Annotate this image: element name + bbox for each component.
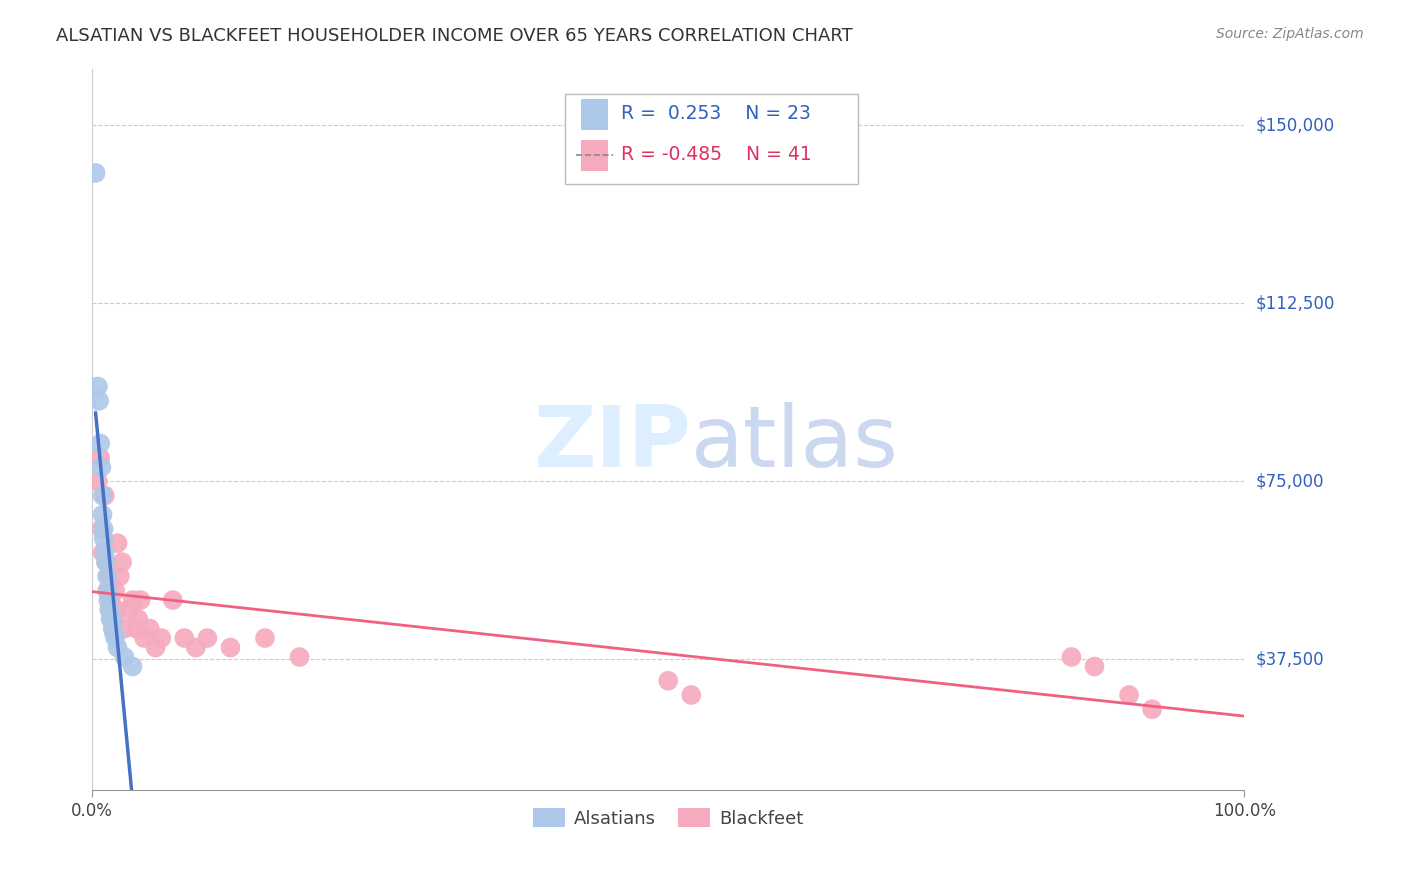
FancyBboxPatch shape: [565, 94, 858, 184]
Point: [681, 688, 703, 702]
Point: [219, 640, 242, 655]
Point: [93, 532, 115, 546]
Point: [108, 569, 131, 583]
Point: [101, 622, 124, 636]
Point: [253, 631, 276, 645]
Point: [145, 640, 167, 655]
Text: atlas: atlas: [692, 402, 900, 485]
Text: $75,000: $75,000: [1256, 473, 1324, 491]
Text: ZIP: ZIP: [533, 402, 692, 485]
Point: [103, 626, 125, 640]
Point: [150, 631, 173, 645]
Point: [98, 602, 121, 616]
Point: [87, 393, 110, 408]
Point: [1140, 702, 1163, 716]
Point: [288, 650, 311, 665]
Point: [184, 640, 207, 655]
Point: [96, 583, 118, 598]
Point: [105, 602, 128, 616]
Text: R = -0.485    N = 41: R = -0.485 N = 41: [621, 145, 811, 164]
Point: [121, 593, 143, 607]
Point: [84, 166, 107, 180]
Point: [96, 569, 118, 583]
Point: [94, 555, 117, 569]
Point: [121, 659, 143, 673]
Point: [657, 673, 679, 688]
Point: [87, 379, 110, 393]
Point: [100, 612, 122, 626]
Text: $150,000: $150,000: [1256, 117, 1334, 135]
Point: [97, 569, 120, 583]
Point: [94, 555, 117, 569]
Point: [89, 436, 111, 450]
Point: [114, 650, 136, 665]
FancyBboxPatch shape: [581, 140, 609, 171]
Point: [90, 522, 112, 536]
Text: R =  0.253    N = 23: R = 0.253 N = 23: [621, 103, 811, 123]
Legend: Alsatians, Blackfeet: Alsatians, Blackfeet: [526, 801, 811, 835]
Point: [100, 593, 122, 607]
Point: [104, 631, 127, 645]
Point: [114, 622, 136, 636]
Point: [91, 508, 114, 522]
Text: $112,500: $112,500: [1256, 294, 1334, 312]
Point: [107, 536, 129, 550]
Point: [101, 622, 124, 636]
Text: $37,500: $37,500: [1256, 650, 1324, 668]
Point: [173, 631, 195, 645]
Point: [118, 602, 141, 616]
Point: [89, 450, 111, 465]
Point: [129, 593, 152, 607]
Point: [100, 612, 122, 626]
Point: [100, 612, 122, 626]
Point: [1083, 659, 1105, 673]
Point: [139, 622, 162, 636]
Point: [111, 555, 134, 569]
Point: [98, 602, 121, 616]
FancyBboxPatch shape: [581, 98, 609, 130]
Point: [104, 583, 127, 598]
Text: Source: ZipAtlas.com: Source: ZipAtlas.com: [1216, 27, 1364, 41]
Point: [93, 522, 115, 536]
Point: [94, 546, 117, 560]
Text: ALSATIAN VS BLACKFEET HOUSEHOLDER INCOME OVER 65 YEARS CORRELATION CHART: ALSATIAN VS BLACKFEET HOUSEHOLDER INCOME…: [56, 27, 853, 45]
Point: [107, 640, 129, 655]
Point: [94, 489, 117, 503]
Point: [97, 593, 120, 607]
Point: [103, 612, 125, 626]
Point: [1060, 650, 1083, 665]
Point: [1118, 688, 1140, 702]
Point: [87, 475, 110, 489]
Point: [97, 583, 120, 598]
Point: [197, 631, 219, 645]
Point: [125, 622, 148, 636]
Point: [127, 612, 149, 626]
Point: [132, 631, 155, 645]
Point: [91, 546, 114, 560]
Point: [91, 489, 114, 503]
Point: [90, 460, 112, 475]
Point: [162, 593, 184, 607]
